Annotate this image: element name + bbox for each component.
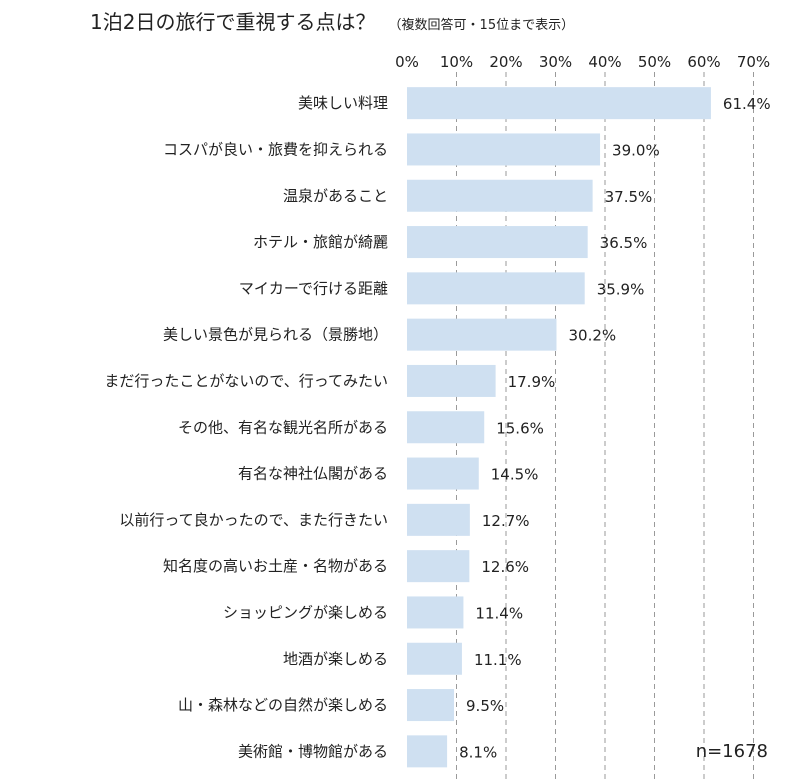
bar	[407, 735, 448, 768]
x-axis-ticks: 0% 10% 20% 30% 40% 50% 60% 70%	[395, 53, 770, 71]
x-tick-label: 70%	[737, 53, 770, 71]
bar	[407, 503, 470, 536]
bar	[407, 272, 585, 305]
category-label: ホテル・旅館が綺麗	[253, 233, 388, 251]
bar	[407, 457, 479, 490]
bar	[407, 411, 485, 444]
value-label: 15.6%	[496, 419, 544, 437]
bar	[407, 596, 464, 629]
category-label: コスパが良い・旅費を抑えられる	[163, 140, 388, 158]
bar	[407, 226, 588, 259]
category-label: 知名度の高いお土産・名物がある	[163, 557, 388, 575]
category-label: 有名な神社仏閣がある	[238, 465, 388, 483]
value-label: 14.5%	[491, 466, 539, 484]
x-tick-label: 50%	[638, 53, 671, 71]
bar	[407, 133, 601, 166]
value-label: 12.7%	[482, 512, 530, 530]
value-label: 12.6%	[481, 558, 529, 576]
value-label: 11.4%	[475, 604, 523, 622]
category-label: 以前行って良かったので、また行きたい	[119, 511, 388, 529]
x-tick-label: 20%	[489, 53, 522, 71]
category-label: マイカーで行ける距離	[239, 279, 388, 297]
value-labels: 61.4% 39.0% 37.5% 36.5% 35.9% 30.2% 17.9% 15.6%…	[459, 95, 770, 761]
bars	[407, 87, 711, 768]
category-label: ショッピングが楽しめる	[223, 603, 388, 621]
value-label: 36.5%	[600, 234, 648, 252]
value-label: 9.5%	[466, 697, 504, 715]
chart-title-main: 1泊2日の旅行で重視する点は？	[90, 10, 375, 34]
category-label: その他、有名な観光名所がある	[178, 418, 388, 436]
value-label: 8.1%	[459, 743, 497, 761]
category-label: 美術館・博物館がある	[238, 742, 388, 760]
category-label: まだ行ったことがないので、行ってみたい	[104, 372, 388, 390]
category-labels: 美味しい料理コスパが良い・旅費を抑えられる温泉があることホテル・旅館が綺麗マイカ…	[104, 94, 388, 760]
bar	[407, 550, 470, 583]
category-label: 山・森林などの自然が楽しめる	[178, 696, 388, 714]
bar	[407, 689, 455, 722]
bar	[407, 642, 462, 675]
sample-size-note: n=1678	[696, 741, 768, 762]
category-label: 美しい景色が見られる（景勝地）	[163, 326, 388, 344]
value-label: 30.2%	[568, 327, 616, 345]
category-label: 地酒が楽しめる	[283, 650, 388, 668]
value-label: 11.1%	[474, 651, 522, 669]
value-label: 61.4%	[723, 95, 771, 113]
x-tick-label: 30%	[539, 53, 572, 71]
value-label: 35.9%	[597, 280, 645, 298]
x-tick-label: 40%	[588, 53, 621, 71]
bar	[407, 179, 593, 212]
value-label: 37.5%	[605, 188, 653, 206]
chart-title: 1泊2日の旅行で重視する点は？ （複数回答可・15位まで表示）	[90, 10, 574, 34]
x-tick-label: 60%	[687, 53, 720, 71]
value-label: 17.9%	[508, 373, 556, 391]
chart-subtitle: （複数回答可・15位まで表示）	[389, 17, 575, 33]
category-label: 温泉があること	[283, 187, 388, 205]
bar	[407, 318, 557, 351]
x-tick-label: 10%	[440, 53, 473, 71]
x-tick-label: 0%	[395, 53, 419, 71]
bar	[407, 364, 496, 397]
bar	[407, 87, 711, 120]
value-label: 39.0%	[612, 141, 660, 159]
category-label: 美味しい料理	[298, 94, 388, 112]
